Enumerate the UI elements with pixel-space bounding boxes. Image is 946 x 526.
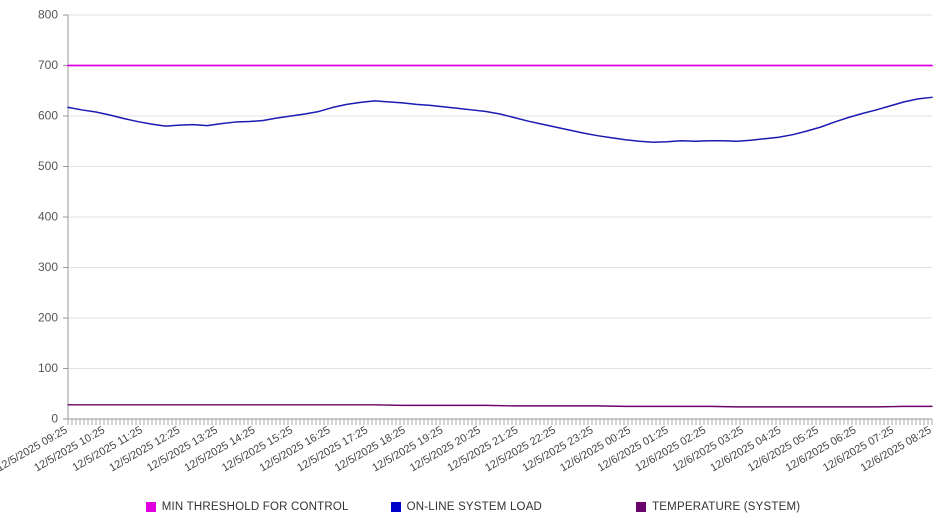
legend-label-system-load: ON-LINE SYSTEM LOAD bbox=[406, 501, 543, 513]
legend-swatch-min-threshold bbox=[145, 502, 156, 512]
y-axis-labels: 0 100 200 300 400 500 600 700 800 bbox=[38, 8, 58, 426]
y-axis-tick-label: 400 bbox=[38, 210, 58, 224]
y-axis-tick-marks bbox=[63, 14, 68, 420]
legend-item-min-threshold[interactable]: MIN THRESHOLD FOR CONTROL bbox=[145, 501, 349, 513]
y-axis-tick-label: 600 bbox=[38, 109, 58, 123]
y-axis-tick-label: 0 bbox=[51, 412, 58, 426]
series-line-on-line-system-load bbox=[67, 96, 933, 144]
data-series-group bbox=[67, 64, 933, 408]
legend-item-temperature[interactable]: TEMPERATURE (SYSTEM) bbox=[636, 501, 800, 513]
y-axis-tick-label: 800 bbox=[38, 8, 58, 22]
legend-swatch-temperature bbox=[636, 502, 647, 512]
y-axis-tick-label: 100 bbox=[38, 361, 58, 375]
y-axis-tick-label: 700 bbox=[38, 58, 58, 72]
legend-item-system-load[interactable]: ON-LINE SYSTEM LOAD bbox=[390, 501, 543, 513]
chart-legend: MIN THRESHOLD FOR CONTROL ON-LINE SYSTEM… bbox=[0, 495, 946, 519]
legend-label-temperature: TEMPERATURE (SYSTEM) bbox=[652, 501, 801, 513]
x-axis-minor-ticks bbox=[67, 419, 933, 425]
y-axis-tick-label: 200 bbox=[38, 311, 58, 325]
y-axis-tick-label: 500 bbox=[38, 159, 58, 173]
grid-lines bbox=[68, 14, 932, 420]
legend-label-min-threshold: MIN THRESHOLD FOR CONTROL bbox=[161, 501, 349, 513]
y-axis-tick-label: 300 bbox=[38, 260, 58, 274]
legend-swatch-system-load bbox=[390, 502, 401, 512]
series-line-temperature-system bbox=[67, 404, 933, 408]
